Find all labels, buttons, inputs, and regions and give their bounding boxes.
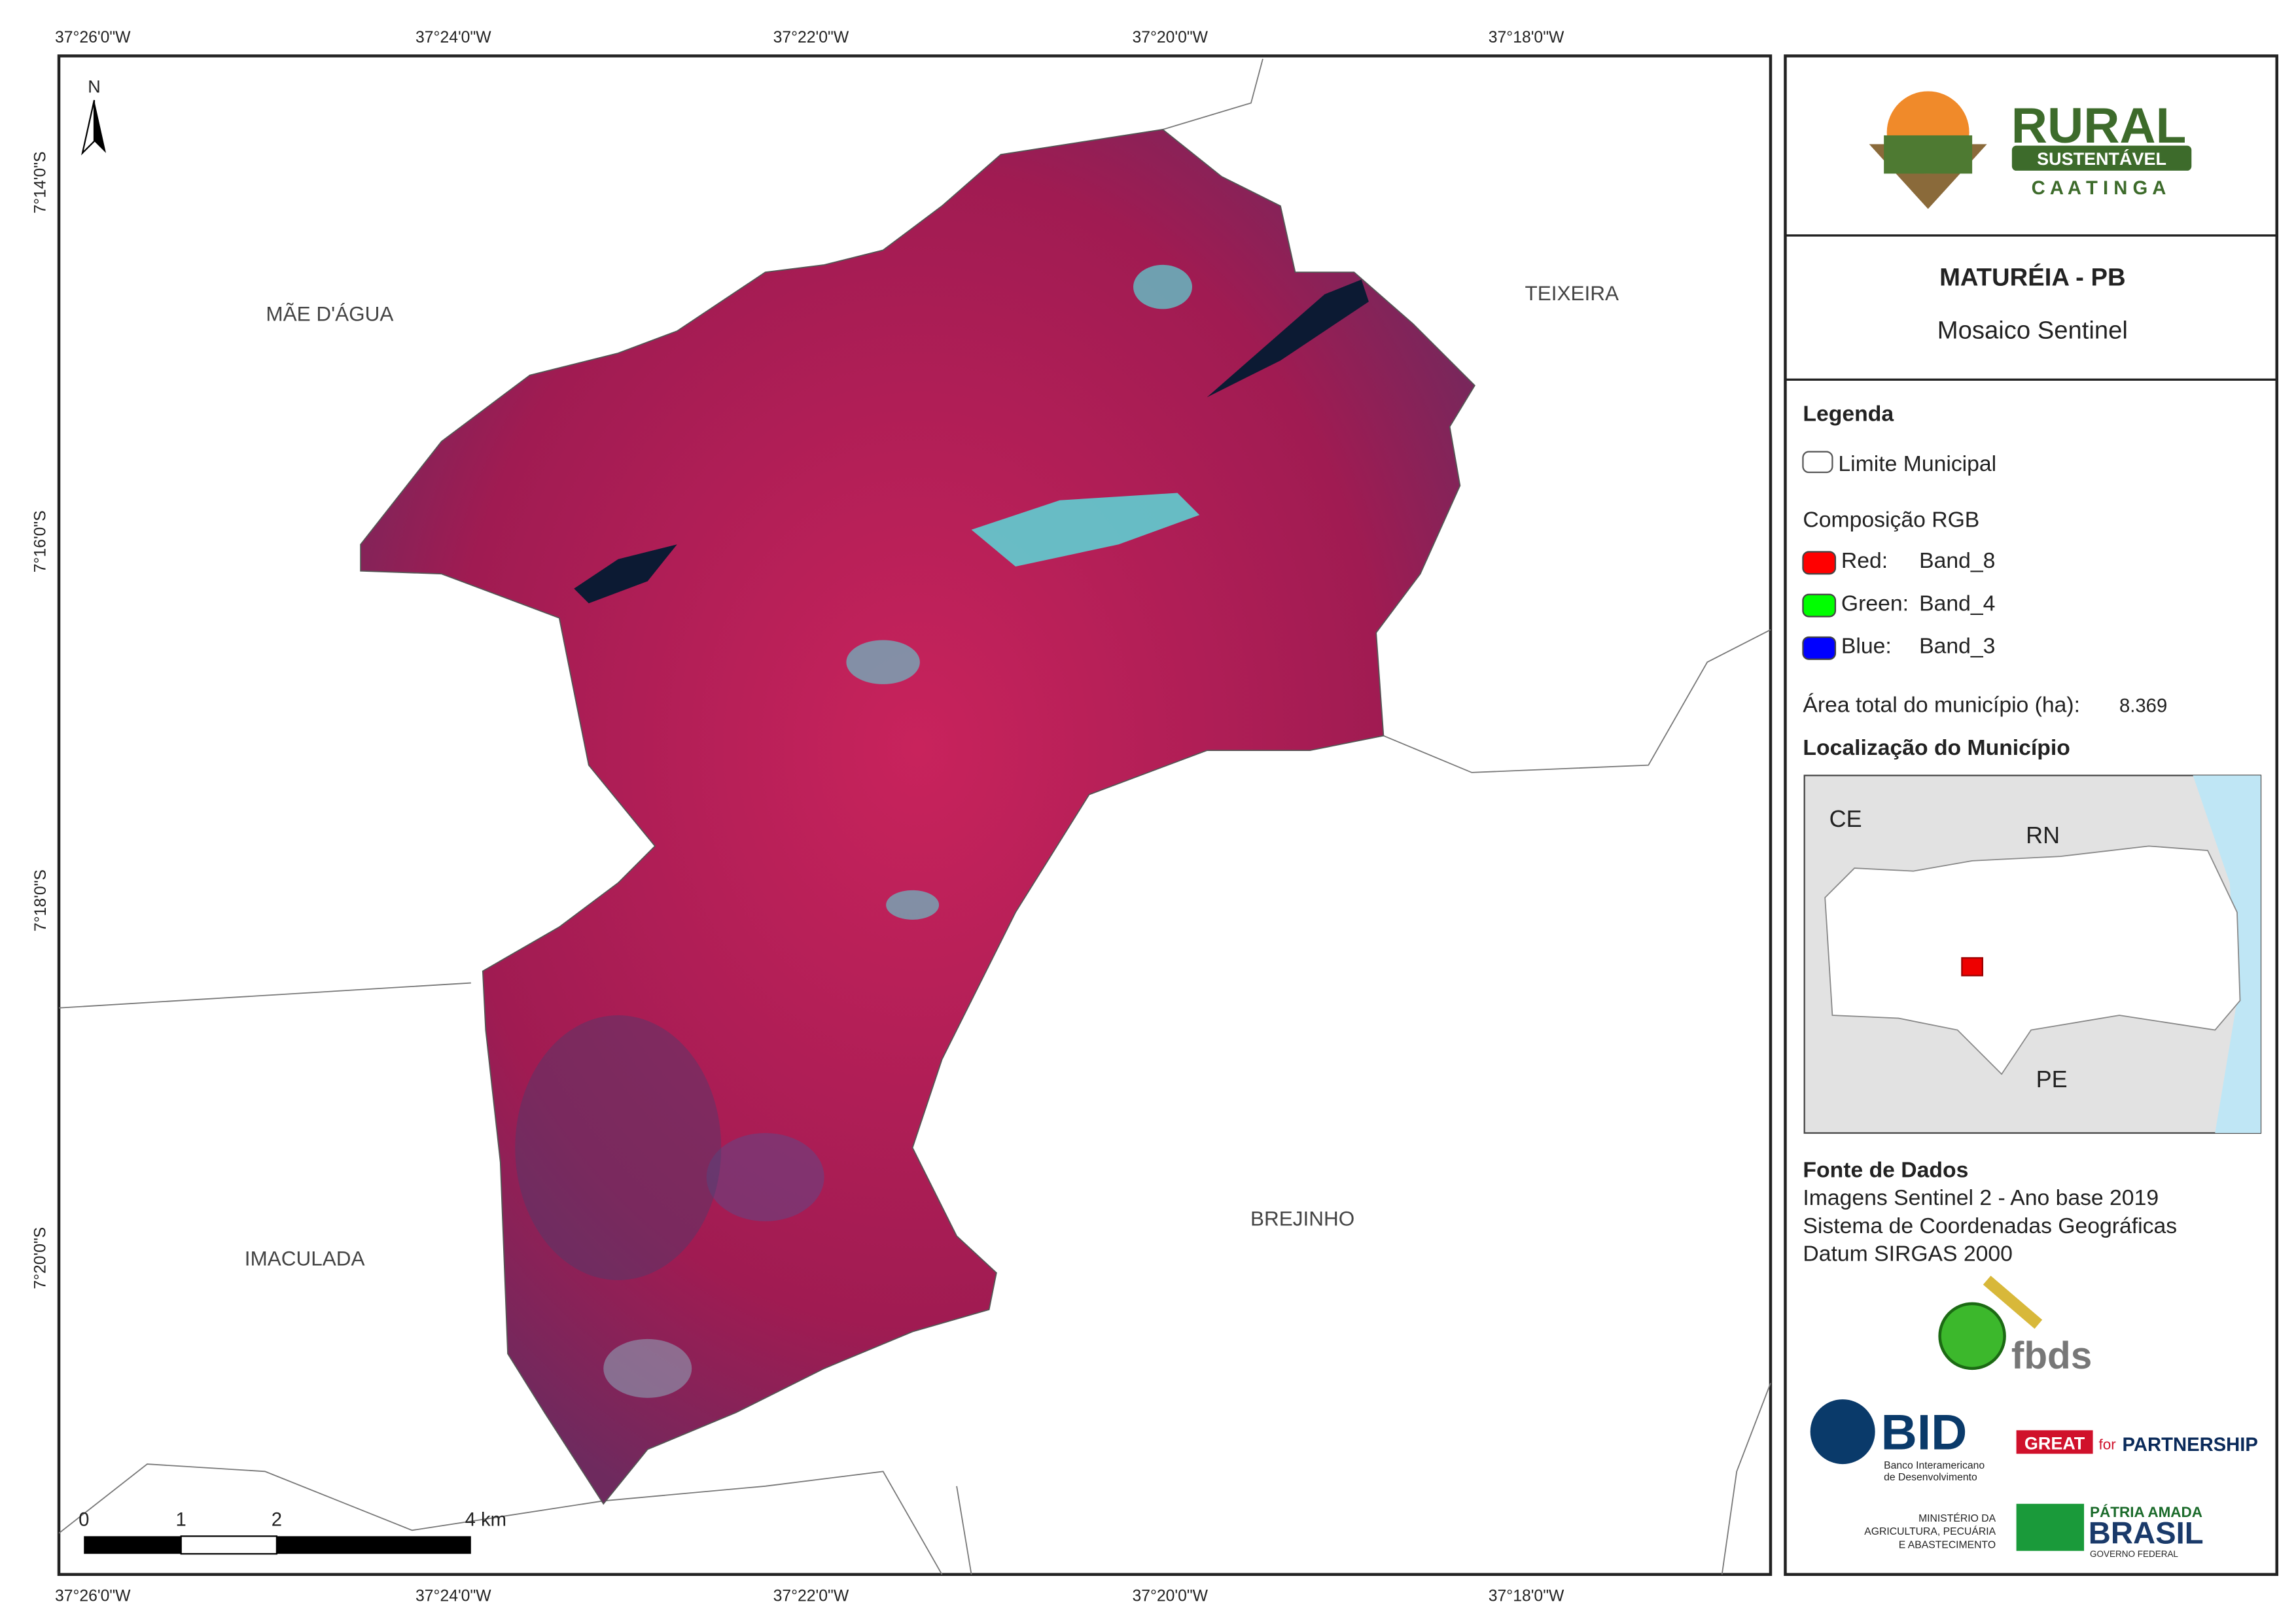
band-name: Band_3 [1919,634,1995,659]
inset-state [1824,845,2241,1075]
logo-text: RURAL [2011,98,2187,154]
band-name: Band_8 [1919,548,1995,573]
band-swatch [1802,636,1837,660]
top-coordinate: 37°22'0"W [773,29,849,46]
north-label: N [88,77,101,97]
left-coordinate: 7°16'0"S [32,510,50,572]
bottom-coordinate: 37°26'0"W [55,1587,131,1605]
area-label: Área total do município (ha): [1803,693,2080,718]
municipality-image [360,128,1475,1505]
logo-text: PARTNERSHIP [2123,1435,2258,1456]
inset-label: RN [2026,822,2060,848]
logo-text: AGRICULTURA, PECUÁRIA [1864,1525,1996,1537]
bid-logo [1810,1399,1875,1465]
legend-heading: Legenda [1803,401,1894,426]
left-coordinate: 7°14'0"S [32,151,50,213]
left-coordinate: 7°18'0"S [32,869,50,932]
place-name: BREJINHO [1250,1207,1354,1230]
legend-boundary-swatch [1802,451,1833,474]
band-channel: Green: [1841,591,1909,616]
land-cover-patches [515,264,1369,1398]
band-channel: Red: [1841,548,1888,573]
logo-text: fbds [2011,1335,2092,1377]
scale-label: 4 km [465,1510,506,1531]
panel-title: MATURÉIA - PB [1939,262,2126,291]
bottom-coordinate: 37°24'0"W [415,1587,491,1605]
scale-label: 1 [176,1510,186,1531]
logo-text: de Desenvolvimento [1884,1472,1977,1483]
logo-text: C A A T I N G A [2032,178,2166,199]
place-name: TEIXEIRA [1525,281,1619,305]
band-swatch [1802,551,1837,575]
left-coordinate: 7°20'0"S [32,1227,50,1289]
place-name: MÃE D'ÁGUA [266,302,393,325]
logo-text: E ABASTECIMENTO [1899,1539,1996,1550]
logo-text: SUSTENTÁVEL [2037,148,2166,169]
source-line: Sistema de Coordenadas Geográficas [1803,1213,2177,1238]
logo-text: GREAT [2024,1434,2085,1454]
bottom-coordinate: 37°22'0"W [773,1587,849,1605]
source-line: Imagens Sentinel 2 - Ano base 2019 [1803,1185,2159,1210]
bottom-coordinate: 37°18'0"W [1489,1587,1564,1605]
band-name: Band_4 [1919,591,1995,616]
bottom-coordinate: 37°20'0"W [1132,1587,1208,1605]
source-line: Datum SIRGAS 2000 [1803,1242,2012,1266]
scale-label: 2 [272,1510,282,1531]
inset-label: PE [2036,1066,2068,1092]
area-value: 8.369 [2119,696,2167,717]
inset-label: CE [1829,805,1862,832]
top-coordinate: 37°26'0"W [55,29,131,46]
logo-text: for [2099,1437,2117,1453]
legend-subheading: Composição RGB [1803,507,1979,532]
scale-bar [84,1535,471,1555]
inset-ocean [2193,775,2261,1133]
panel-dividers [1785,234,2277,381]
top-coordinate: 37°24'0"W [415,29,491,46]
location-heading: Localização do Município [1803,735,2070,760]
band-swatch [1802,593,1837,618]
logo-text: BRASIL [2089,1516,2204,1551]
fbds-logo [1938,1276,2043,1370]
logo-text: MINISTÉRIO DA [1918,1512,1996,1524]
inset-location [1961,957,1983,977]
logo-text: PÁTRIA AMADA [2090,1504,2202,1520]
panel-subtitle: Mosaico Sentinel [1937,316,2128,344]
logo-text: GOVERNO FEDERAL [2090,1549,2178,1559]
rural-logo-mark [1869,91,2192,209]
logo-text: Banco Interamericano [1884,1460,1985,1471]
north-arrow [81,99,106,156]
legend-item: Limite Municipal [1838,451,1996,476]
top-coordinate: 37°20'0"W [1132,29,1208,46]
neighbour-boundaries [58,58,1771,1575]
source-heading: Fonte de Dados [1803,1157,1968,1182]
scale-label: 0 [79,1510,89,1531]
great-logo [2016,1430,2093,1454]
logo-text: BID [1881,1405,1968,1461]
place-name: IMACULADA [245,1246,365,1270]
brasil-logo [2016,1503,2085,1551]
band-channel: Blue: [1841,634,1892,659]
top-coordinate: 37°18'0"W [1489,29,1564,46]
